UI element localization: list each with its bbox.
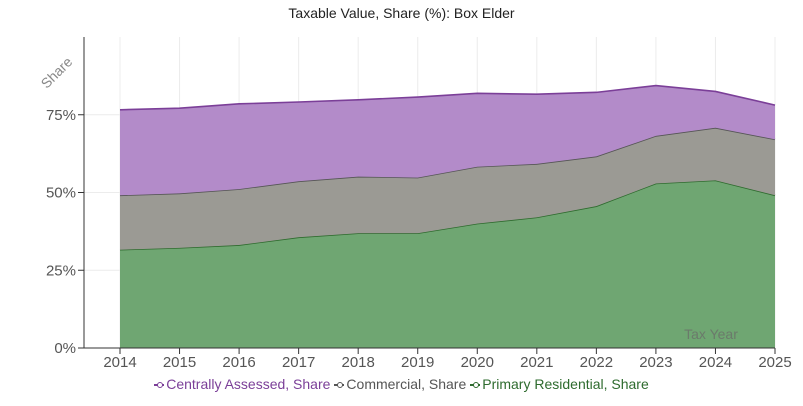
legend-marker-icon [470,380,481,390]
x-tick-label: 2024 [699,354,732,371]
x-tick-label: 2025 [758,354,791,371]
legend-item-primary-residential-share[interactable]: Primary Residential, Share [470,376,649,392]
y-tick-label: 25% [46,262,76,279]
x-tick-label: 2017 [282,354,315,371]
y-axis-title: Share [38,53,76,91]
chart-title: Taxable Value, Share (%): Box Elder [288,5,515,21]
x-tick-label: 2016 [222,354,255,371]
legend-item-commercial-share[interactable]: Commercial, Share [334,376,466,392]
line-centrally-assessed-share [119,84,776,111]
y-tick-label: 50% [46,185,76,202]
legend-item-centrally-assessed-share[interactable]: Centrally Assessed, Share [154,376,330,392]
x-tick-label: 2023 [639,354,672,371]
legend-label: Centrally Assessed, Share [166,376,331,392]
x-tick-label: 2020 [461,354,494,371]
y-tick-label: 0% [54,340,76,357]
legend-marker-icon [334,380,345,390]
area-centrally-assessed-share [120,85,775,196]
x-tick-label: 2022 [580,354,613,371]
area-commercial-share [120,127,775,250]
legend: Centrally Assessed, Share Commercial, Sha… [0,376,803,392]
legend-label: Commercial, Share [346,376,467,392]
x-tick-label: 2021 [520,354,553,371]
area-primary-residential-share [120,180,775,348]
x-tick-label: 2018 [341,354,374,371]
x-tick-label: 2015 [163,354,196,371]
legend-label: Primary Residential, Share [482,376,649,392]
legend-marker-icon [154,380,165,390]
y-tick-label: 75% [46,107,76,124]
x-axis-title: Tax Year [684,326,738,342]
x-tick-label: 2014 [103,354,136,371]
x-tick-label: 2019 [401,354,434,371]
